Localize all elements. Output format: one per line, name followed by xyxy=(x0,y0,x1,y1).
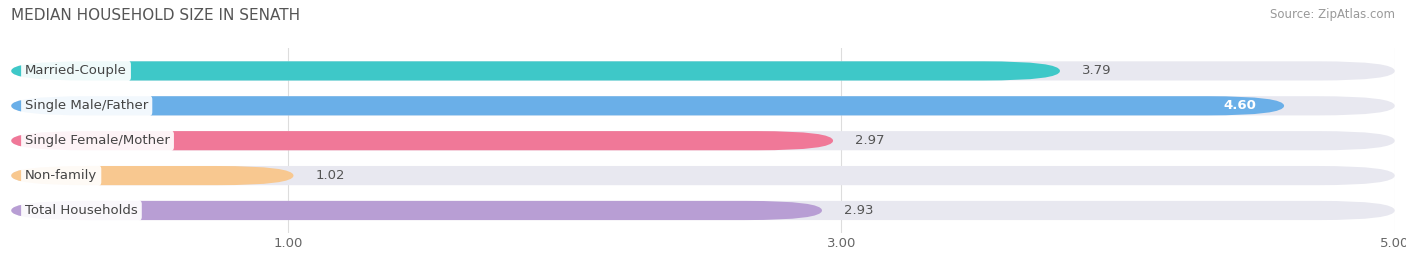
Text: Single Male/Father: Single Male/Father xyxy=(25,99,149,112)
Text: 1.02: 1.02 xyxy=(315,169,344,182)
FancyBboxPatch shape xyxy=(11,201,1395,220)
Text: Source: ZipAtlas.com: Source: ZipAtlas.com xyxy=(1270,8,1395,21)
Text: Single Female/Mother: Single Female/Mother xyxy=(25,134,170,147)
FancyBboxPatch shape xyxy=(11,96,1395,116)
FancyBboxPatch shape xyxy=(11,166,294,185)
Text: 2.93: 2.93 xyxy=(844,204,873,217)
Text: Non-family: Non-family xyxy=(25,169,97,182)
FancyBboxPatch shape xyxy=(11,166,1395,185)
Text: MEDIAN HOUSEHOLD SIZE IN SENATH: MEDIAN HOUSEHOLD SIZE IN SENATH xyxy=(11,8,301,23)
FancyBboxPatch shape xyxy=(11,131,1395,150)
Text: 3.79: 3.79 xyxy=(1083,64,1112,77)
Text: 4.60: 4.60 xyxy=(1223,99,1257,112)
FancyBboxPatch shape xyxy=(11,201,823,220)
FancyBboxPatch shape xyxy=(11,61,1060,80)
FancyBboxPatch shape xyxy=(11,131,832,150)
Text: Married-Couple: Married-Couple xyxy=(25,64,127,77)
Text: Total Households: Total Households xyxy=(25,204,138,217)
FancyBboxPatch shape xyxy=(11,96,1284,116)
Text: 2.97: 2.97 xyxy=(855,134,884,147)
FancyBboxPatch shape xyxy=(11,61,1395,80)
